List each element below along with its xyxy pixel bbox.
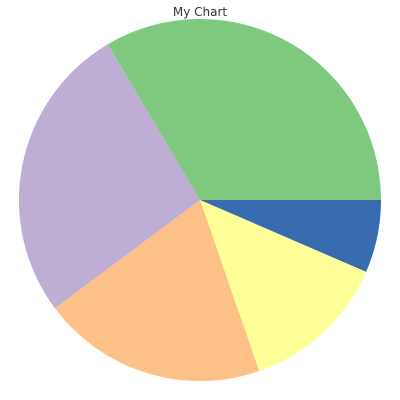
chart-title: My Chart [172, 5, 228, 19]
pie-slice-3 [18, 44, 200, 309]
pie-slice-2 [54, 200, 260, 381]
pie-slice-0 [200, 200, 381, 272]
pie-slice-1 [200, 200, 367, 372]
pie-slice-4 [107, 19, 381, 200]
